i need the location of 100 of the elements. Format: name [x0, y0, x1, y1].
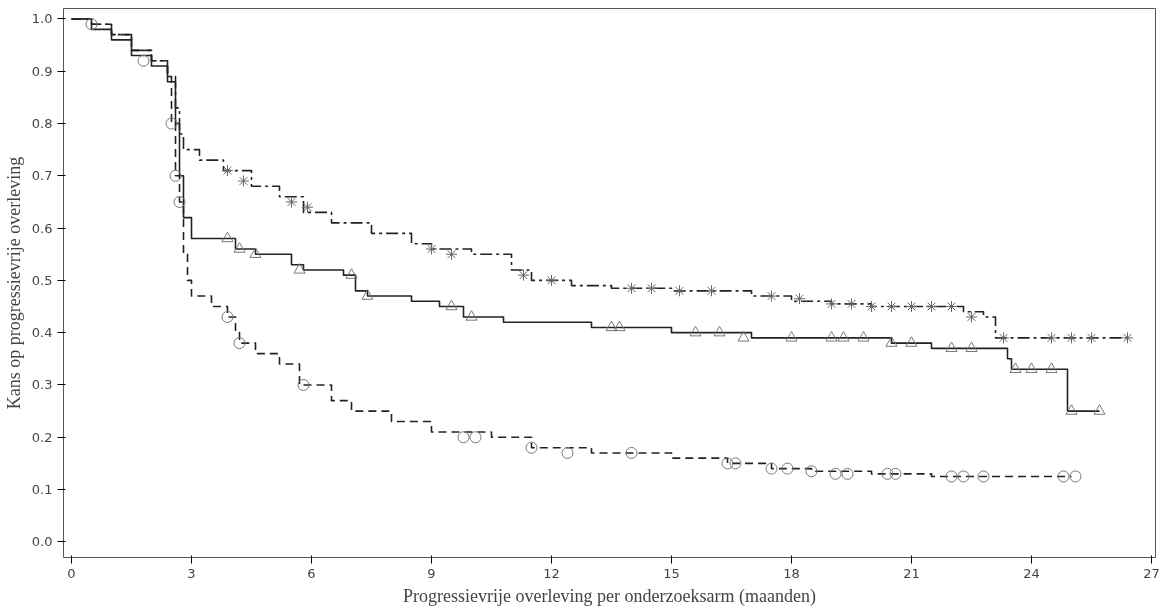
point — [945, 470, 958, 483]
y-tick-label: 0.4 — [31, 325, 53, 341]
point — [765, 290, 778, 303]
point — [957, 470, 970, 483]
point — [829, 467, 842, 480]
point — [885, 300, 898, 313]
y-tick-label: 0.1 — [31, 482, 53, 498]
point — [561, 446, 574, 459]
y-tick-label: 0.0 — [31, 534, 53, 550]
point — [85, 18, 98, 31]
x-tick-label: 12 — [543, 565, 560, 581]
point — [465, 310, 478, 321]
x-axis-title: Progressievrije overleving per onderzoeksarm (maanden) — [403, 585, 816, 607]
point — [925, 300, 938, 313]
y-tick-label: 0.2 — [31, 429, 53, 445]
point — [1065, 331, 1078, 344]
point — [137, 54, 150, 67]
point — [857, 331, 870, 342]
point — [885, 336, 898, 347]
y-tick-label: 0.3 — [31, 377, 53, 393]
point — [1045, 362, 1058, 373]
point — [841, 467, 854, 480]
point — [825, 331, 838, 342]
y-axis-title: Kans op progressievrije overleving — [3, 156, 24, 410]
point — [705, 284, 718, 297]
point — [285, 195, 298, 208]
point — [713, 325, 726, 337]
point — [945, 300, 958, 313]
point — [525, 441, 538, 454]
point — [865, 300, 878, 313]
x-tick-label: 15 — [663, 565, 680, 581]
point — [545, 274, 558, 287]
point — [165, 117, 178, 130]
point — [905, 300, 918, 313]
x-tick-label: 18 — [783, 565, 800, 581]
point — [1085, 331, 1098, 344]
y-tick-label: 0.9 — [31, 63, 53, 79]
x-tick-label: 21 — [903, 565, 920, 581]
x-tick-label: 6 — [307, 565, 316, 581]
point — [905, 336, 918, 347]
point — [605, 320, 618, 332]
point — [945, 341, 958, 353]
point — [805, 465, 818, 478]
point — [837, 331, 850, 342]
x-tick-label: 24 — [1023, 565, 1040, 581]
point — [1093, 404, 1106, 415]
point — [977, 470, 990, 483]
point — [689, 325, 702, 337]
point — [1069, 470, 1082, 483]
point — [1065, 404, 1078, 415]
point — [889, 467, 902, 480]
point — [173, 195, 186, 208]
point — [221, 311, 234, 323]
y-tick-label: 0.6 — [31, 220, 53, 236]
point — [765, 462, 778, 475]
point — [781, 462, 794, 475]
point — [729, 457, 742, 470]
y-tick-label: 0.8 — [31, 116, 53, 132]
point — [237, 175, 250, 188]
point — [249, 247, 262, 258]
point — [445, 248, 458, 261]
point — [425, 243, 438, 256]
point — [169, 169, 182, 182]
point — [881, 467, 894, 480]
point — [297, 378, 310, 391]
point — [785, 331, 798, 342]
point — [221, 231, 234, 243]
point — [233, 242, 246, 253]
point — [221, 164, 234, 177]
point — [997, 331, 1010, 344]
point — [1025, 362, 1038, 373]
point — [517, 269, 530, 282]
point — [1045, 331, 1058, 344]
point — [673, 284, 686, 297]
point — [793, 292, 806, 305]
point — [625, 282, 638, 295]
point — [1009, 362, 1022, 373]
x-tick-label: 27 — [1143, 565, 1160, 581]
point — [645, 282, 658, 295]
point — [737, 331, 750, 342]
point — [345, 268, 358, 279]
point — [293, 263, 306, 274]
point — [233, 337, 246, 350]
point — [965, 310, 978, 323]
x-tick-label: 0 — [67, 565, 76, 581]
point — [625, 446, 638, 459]
point — [361, 289, 374, 300]
y-tick-label: 0.5 — [31, 272, 53, 288]
y-tick-label: 1.0 — [31, 11, 53, 27]
point — [613, 320, 626, 332]
point — [301, 201, 314, 214]
point — [845, 297, 858, 310]
point — [469, 431, 482, 444]
point — [445, 299, 458, 311]
point — [457, 431, 470, 444]
y-tick-label: 0.7 — [31, 168, 53, 184]
point — [1121, 331, 1134, 344]
x-tick-label: 9 — [427, 565, 436, 581]
point — [965, 341, 978, 353]
point — [721, 457, 734, 470]
